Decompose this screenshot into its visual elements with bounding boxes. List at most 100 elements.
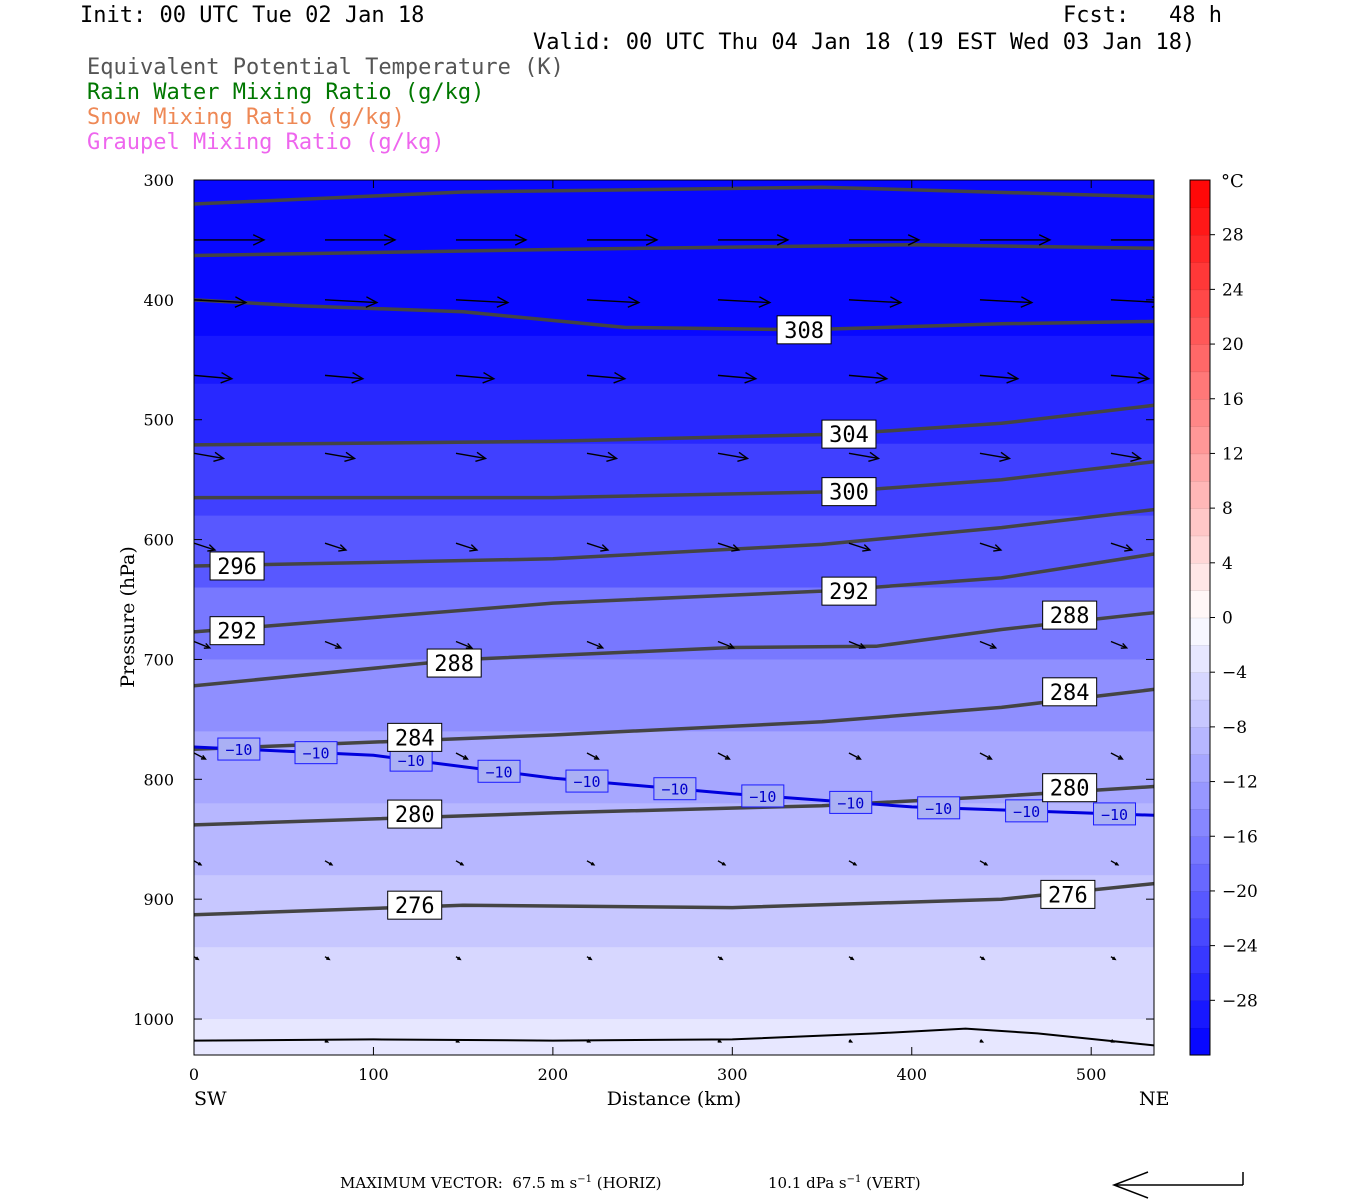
wind-arrow xyxy=(586,956,593,961)
svg-text:−10: −10 xyxy=(837,794,864,812)
theta-e-label: 304 xyxy=(821,419,877,449)
isotherm-label: −10 xyxy=(389,748,433,772)
isotherm-label: −10 xyxy=(741,784,785,808)
isotherm-label: −10 xyxy=(565,769,609,793)
wind-arrow xyxy=(455,752,469,760)
wind-arrow xyxy=(848,860,858,866)
wind-arrow xyxy=(194,296,248,308)
x-tick-label: 100 xyxy=(358,1065,389,1084)
wind-arrow xyxy=(586,296,641,308)
wind-arrow xyxy=(324,956,331,961)
colorbar-cell xyxy=(1189,863,1211,892)
wind-arrow xyxy=(979,234,1052,246)
x-tick-label: 500 xyxy=(1076,1065,1107,1084)
wind-arrow xyxy=(194,371,234,384)
colorbar-cell xyxy=(1189,1027,1211,1056)
wind-arrow xyxy=(848,542,872,552)
wind-arrow xyxy=(455,956,462,961)
wind-arrow xyxy=(194,640,212,649)
wind-arrow xyxy=(586,752,600,760)
svg-text:300: 300 xyxy=(829,481,869,506)
wind-arrow xyxy=(848,956,855,961)
wind-arrow xyxy=(324,296,379,308)
colorbar-cell xyxy=(1189,562,1211,591)
temperature-band xyxy=(194,180,1154,277)
y-tick-label: 900 xyxy=(143,890,174,909)
colorbar-tick-label: 24 xyxy=(1222,280,1244,300)
x-tick-label: 0 xyxy=(189,1065,199,1084)
isotherm-label: −10 xyxy=(829,790,873,814)
isotherm-label: −10 xyxy=(917,796,961,820)
wind-arrow xyxy=(848,451,881,463)
svg-text:−10: −10 xyxy=(485,763,512,781)
colorbar-cell xyxy=(1189,207,1211,236)
wind-arrow xyxy=(324,542,348,552)
wind-arrow xyxy=(979,640,998,649)
svg-text:−10: −10 xyxy=(398,752,425,770)
temperature-band xyxy=(194,803,1154,877)
wind-arrow xyxy=(979,451,1012,463)
wind-arrow xyxy=(1110,1039,1116,1043)
svg-text:−10: −10 xyxy=(1013,803,1040,821)
isotherm-label: −10 xyxy=(294,741,338,765)
svg-text:−10: −10 xyxy=(1101,806,1128,824)
plot-frame xyxy=(193,179,1155,1056)
colorbar-cell xyxy=(1189,289,1211,318)
theta-e-label: 300 xyxy=(821,477,877,507)
colorbar-cell xyxy=(1189,316,1211,345)
wind-arrow xyxy=(1110,542,1134,552)
colorbar-cell xyxy=(1189,781,1211,810)
svg-text:308: 308 xyxy=(784,319,824,344)
theta-e-label: 288 xyxy=(426,648,482,678)
svg-text:−10: −10 xyxy=(573,773,600,791)
wind-arrow xyxy=(194,451,226,463)
colorbar-tick-label: 28 xyxy=(1222,226,1244,246)
wind-arrow xyxy=(194,956,200,961)
wind-arrow xyxy=(848,234,921,246)
wind-arrow xyxy=(194,234,266,246)
svg-text:276: 276 xyxy=(395,894,435,919)
svg-text:280: 280 xyxy=(1050,777,1090,802)
theta-e-label: 288 xyxy=(1042,600,1098,630)
wind-arrow xyxy=(717,1039,723,1043)
y-tick-label: 400 xyxy=(143,291,174,310)
wind-arrow xyxy=(979,371,1020,384)
y-tick-label: 1000 xyxy=(133,1010,174,1029)
wind-arrow xyxy=(324,860,334,866)
wind-arrow xyxy=(586,234,659,246)
legend-graupel: Graupel Mixing Ratio (g/kg) xyxy=(87,130,445,155)
colorbar-cell xyxy=(1189,1000,1211,1029)
y-tick-label: 500 xyxy=(143,411,174,430)
legend-theta-e: Equivalent Potential Temperature (K) xyxy=(87,55,564,80)
reference-vector-icon xyxy=(1111,1171,1244,1199)
wind-arrow xyxy=(1110,860,1120,866)
temperature-shading xyxy=(194,180,1154,1055)
colorbar-cell xyxy=(1189,425,1211,455)
wind-arrow xyxy=(455,1039,461,1043)
colorbar-cell xyxy=(1189,480,1211,509)
colorbar-cell xyxy=(1189,398,1211,427)
theta-e-contour xyxy=(194,507,1154,568)
wind-arrow xyxy=(717,752,731,760)
theta-e-label: 276 xyxy=(1040,879,1096,909)
colorbar-cell xyxy=(1189,535,1211,564)
theta-e-label: 308 xyxy=(776,315,832,345)
colorbar-cell xyxy=(1189,507,1211,537)
svg-text:−10: −10 xyxy=(661,781,688,799)
wind-arrow xyxy=(586,860,596,866)
colorbar-cell xyxy=(1189,234,1211,263)
wind-arrow xyxy=(455,451,488,463)
x-tick-label: 200 xyxy=(538,1065,569,1084)
colorbar-tick-label: 16 xyxy=(1222,390,1244,410)
colorbar-cell xyxy=(1189,836,1211,865)
isotherm-label: −10 xyxy=(1093,802,1137,826)
wind-arrow xyxy=(1110,239,1154,241)
theta-e-contour xyxy=(194,610,1154,688)
theta-e-contour xyxy=(194,242,1154,258)
svg-text:284: 284 xyxy=(395,726,435,751)
wind-arrow xyxy=(848,296,903,308)
x-tick-label: 300 xyxy=(717,1065,748,1084)
colorbar-cell xyxy=(1189,343,1211,373)
colorbar: 28 24 20 16 12 8 4 0 −4 −8 −12 −16 −20 −24 −28 xyxy=(1189,179,1258,1056)
colorbar-cell xyxy=(1189,699,1211,728)
